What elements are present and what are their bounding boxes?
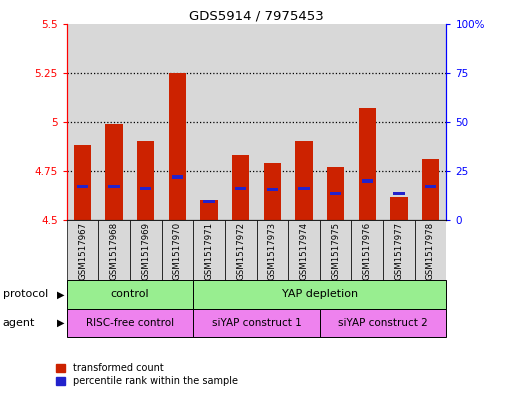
- Bar: [74, 145, 91, 220]
- Bar: [383, 220, 415, 281]
- Bar: [298, 187, 310, 191]
- Bar: [235, 187, 246, 191]
- Bar: [137, 141, 154, 220]
- Text: GSM1517967: GSM1517967: [78, 222, 87, 280]
- Bar: [67, 280, 193, 309]
- Bar: [362, 179, 373, 183]
- Bar: [130, 24, 162, 220]
- Bar: [393, 192, 405, 195]
- Bar: [169, 73, 186, 220]
- Bar: [320, 220, 351, 281]
- Text: ▶: ▶: [57, 318, 64, 328]
- Bar: [193, 220, 225, 281]
- Legend: transformed count, percentile rank within the sample: transformed count, percentile rank withi…: [56, 363, 238, 386]
- Text: siYAP construct 2: siYAP construct 2: [338, 318, 428, 328]
- Bar: [383, 24, 415, 220]
- Bar: [67, 24, 98, 220]
- Text: GSM1517969: GSM1517969: [141, 222, 150, 280]
- Text: control: control: [111, 289, 149, 299]
- Text: GSM1517972: GSM1517972: [236, 222, 245, 280]
- Bar: [77, 185, 88, 189]
- Text: GSM1517968: GSM1517968: [110, 222, 119, 280]
- Bar: [295, 141, 312, 220]
- Text: GSM1517974: GSM1517974: [300, 222, 308, 280]
- Text: agent: agent: [3, 318, 35, 328]
- Bar: [203, 200, 215, 203]
- Text: YAP depletion: YAP depletion: [282, 289, 358, 299]
- Bar: [140, 187, 151, 191]
- Text: GSM1517971: GSM1517971: [205, 222, 213, 280]
- Bar: [225, 24, 256, 220]
- Text: GSM1517978: GSM1517978: [426, 222, 435, 280]
- Bar: [193, 24, 225, 220]
- Text: GSM1517976: GSM1517976: [363, 222, 372, 280]
- Bar: [320, 309, 446, 337]
- Bar: [193, 280, 446, 309]
- Text: GSM1517975: GSM1517975: [331, 222, 340, 280]
- Bar: [172, 175, 183, 179]
- Bar: [330, 192, 341, 195]
- Text: siYAP construct 1: siYAP construct 1: [212, 318, 301, 328]
- Text: ▶: ▶: [57, 289, 64, 299]
- Title: GDS5914 / 7975453: GDS5914 / 7975453: [189, 9, 324, 22]
- Bar: [98, 220, 130, 281]
- Bar: [425, 185, 436, 189]
- Text: GSM1517973: GSM1517973: [268, 222, 277, 280]
- Bar: [264, 163, 281, 220]
- Text: RISC-free control: RISC-free control: [86, 318, 174, 328]
- Bar: [288, 220, 320, 281]
- Bar: [67, 220, 98, 281]
- Bar: [415, 24, 446, 220]
- Bar: [351, 24, 383, 220]
- Bar: [267, 188, 278, 191]
- Bar: [232, 155, 249, 220]
- Bar: [162, 220, 193, 281]
- Bar: [256, 220, 288, 281]
- Bar: [390, 196, 407, 220]
- Bar: [98, 24, 130, 220]
- Bar: [351, 220, 383, 281]
- Text: GSM1517977: GSM1517977: [394, 222, 403, 280]
- Bar: [130, 220, 162, 281]
- Bar: [288, 24, 320, 220]
- Bar: [162, 24, 193, 220]
- Bar: [359, 108, 376, 220]
- Bar: [67, 309, 193, 337]
- Bar: [422, 159, 439, 220]
- Bar: [108, 185, 120, 189]
- Bar: [193, 309, 320, 337]
- Bar: [415, 220, 446, 281]
- Text: protocol: protocol: [3, 289, 48, 299]
- Bar: [106, 124, 123, 220]
- Bar: [201, 200, 218, 220]
- Text: GSM1517970: GSM1517970: [173, 222, 182, 280]
- Bar: [327, 167, 344, 220]
- Bar: [320, 24, 351, 220]
- Bar: [225, 220, 256, 281]
- Bar: [256, 24, 288, 220]
